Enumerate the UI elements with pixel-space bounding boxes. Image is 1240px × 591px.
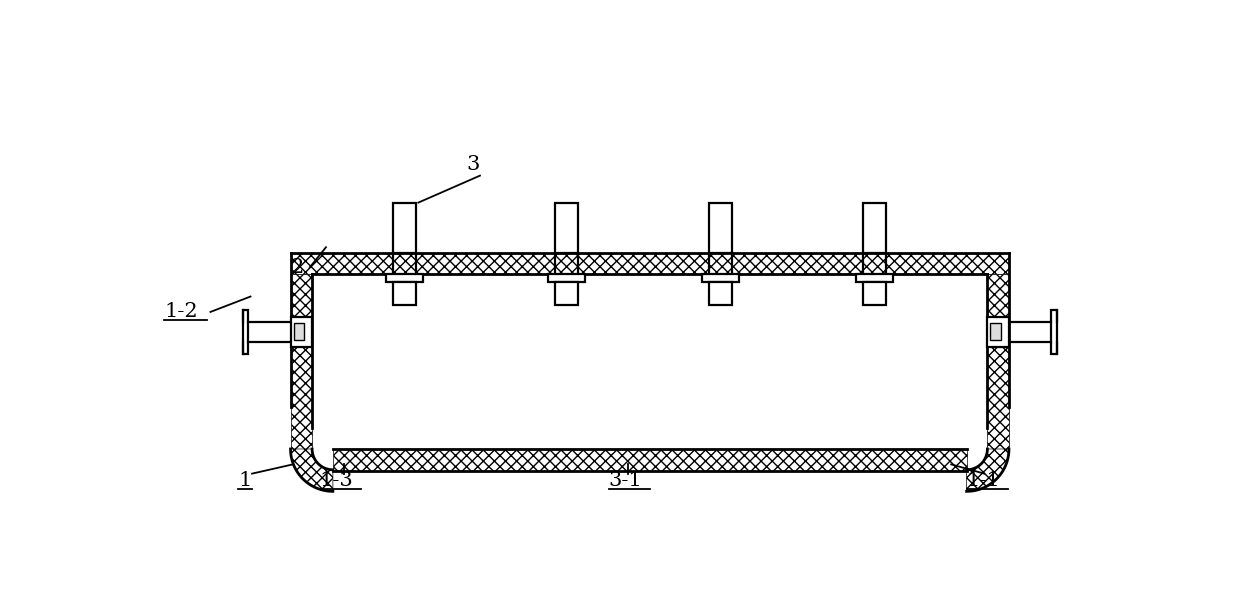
Bar xyxy=(393,203,417,252)
Wedge shape xyxy=(967,449,1009,491)
Bar xyxy=(708,203,732,252)
Bar xyxy=(554,282,578,305)
Bar xyxy=(393,282,417,305)
Bar xyxy=(548,274,585,282)
Text: 2: 2 xyxy=(290,258,304,277)
Text: 1: 1 xyxy=(238,471,252,490)
Wedge shape xyxy=(290,449,332,491)
Bar xyxy=(863,203,885,252)
Bar xyxy=(708,282,732,305)
Bar xyxy=(290,252,1009,274)
Bar xyxy=(987,317,1009,346)
Bar xyxy=(991,323,1001,340)
Bar xyxy=(702,274,739,282)
Bar xyxy=(1052,310,1056,353)
Bar xyxy=(863,282,885,305)
Bar xyxy=(290,274,312,449)
Bar xyxy=(332,449,967,470)
Text: 3: 3 xyxy=(466,155,480,174)
Bar xyxy=(856,274,893,282)
Text: 1-3: 1-3 xyxy=(320,471,353,490)
Text: 3-1: 3-1 xyxy=(609,471,642,490)
Bar xyxy=(386,274,423,282)
Text: 1-1: 1-1 xyxy=(967,471,1001,490)
Bar xyxy=(294,323,304,340)
Bar xyxy=(987,274,1009,449)
Bar xyxy=(243,310,248,353)
Bar xyxy=(554,203,578,252)
Text: 1-2: 1-2 xyxy=(164,301,198,320)
Bar xyxy=(290,317,312,346)
